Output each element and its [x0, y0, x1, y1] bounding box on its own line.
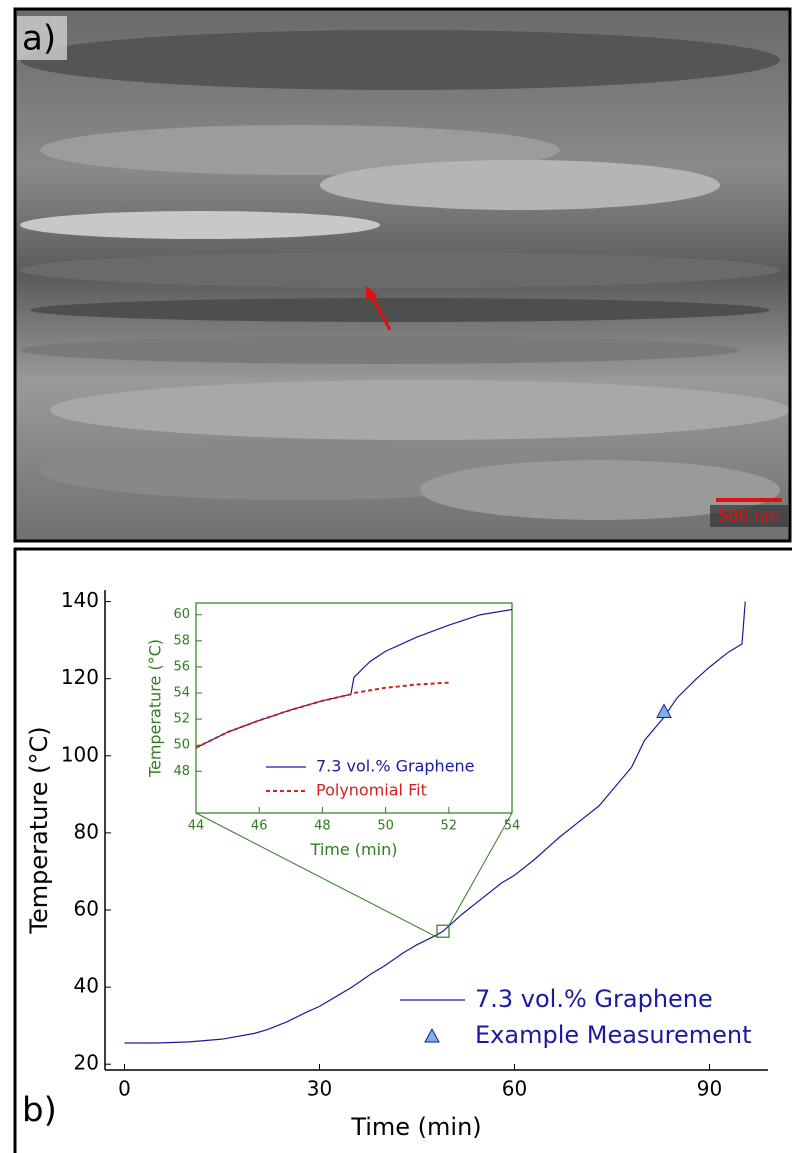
legend-marker — [425, 1029, 439, 1042]
legend-label: Example Measurement — [475, 1021, 752, 1049]
x-tick-label: 90 — [697, 1077, 722, 1101]
y-tick-label: 120 — [61, 665, 99, 689]
x-tick-label: 0 — [118, 1077, 131, 1101]
y-tick-label: 40 — [74, 974, 99, 998]
legend-label: 7.3 vol.% Graphene — [316, 757, 475, 776]
zoom-connector — [449, 813, 512, 925]
y-tick-label: 100 — [61, 742, 99, 766]
inset-chart: 48 50 52 54 56 58 60 44 46 48 50 52 54 Time (min) Temp… — [146, 603, 521, 859]
panel-label: a) — [22, 19, 56, 59]
x-tick-label: 52 — [441, 819, 458, 834]
y-tick-label: 60 — [173, 607, 190, 622]
panel-label: b) — [22, 1091, 57, 1131]
x-axis-label: Time (min) — [350, 1113, 481, 1141]
y-tick-label: 58 — [173, 633, 190, 648]
x-tick-label: 44 — [188, 819, 205, 834]
y-tick-label: 48 — [173, 764, 190, 779]
figure: a) 500 nm 20 40 60 80 100 120 140 0 30 60 90 Time (… — [0, 0, 792, 1153]
scale-bar-label: 500 nm — [718, 507, 779, 526]
y-tick-label: 56 — [173, 659, 190, 674]
y-tick-label: 60 — [74, 897, 99, 921]
sem-image: a) 500 nm — [15, 9, 790, 541]
y-tick-label: 80 — [74, 819, 99, 843]
y-tick-label: 20 — [74, 1051, 99, 1075]
x-tick-label: 48 — [314, 819, 331, 834]
x-tick-label: 30 — [307, 1077, 332, 1101]
y-tick-label: 52 — [173, 712, 190, 727]
legend-label: 7.3 vol.% Graphene — [475, 985, 713, 1013]
y-axis-label: Temperature (°C) — [25, 726, 53, 934]
y-axis-label: Temperature (°C) — [146, 639, 165, 778]
page: a) 500 nm 20 40 60 80 100 120 140 0 30 60 90 Time (… — [0, 0, 792, 1153]
y-tick-label: 50 — [173, 738, 190, 753]
x-axis-label: Time (min) — [310, 840, 398, 859]
x-tick-label: 46 — [251, 819, 268, 834]
x-tick-label: 54 — [504, 819, 521, 834]
y-tick-label: 140 — [61, 588, 99, 612]
x-tick-label: 60 — [502, 1077, 527, 1101]
y-tick-label: 54 — [173, 686, 190, 701]
legend-label: Polynomial Fit — [316, 781, 427, 800]
x-tick-label: 50 — [377, 819, 394, 834]
